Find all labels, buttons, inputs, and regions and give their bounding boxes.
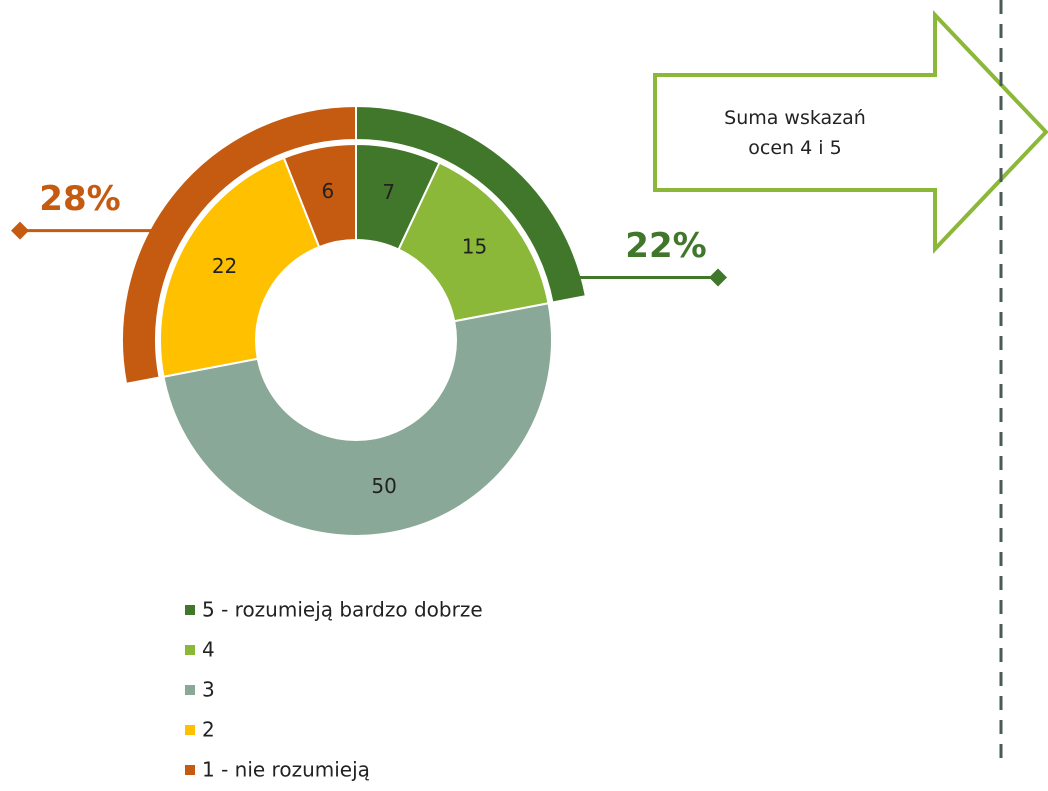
arrow-callout: [653, 9, 1048, 255]
data-label: 15: [462, 235, 487, 259]
legend-swatch: [185, 685, 195, 695]
legend-label: 2: [202, 718, 215, 742]
legend-label: 5 - rozumieją bardzo dobrze: [202, 598, 483, 622]
data-label: 6: [322, 179, 335, 203]
annotation: Suma wskazań ocen 4 i 5: [724, 107, 866, 159]
slice: [282, 142, 357, 249]
slice: [159, 156, 321, 378]
data-label: 50: [371, 474, 396, 498]
legend-swatch: [185, 605, 195, 615]
legend-swatch: [185, 765, 195, 775]
group-ring: [355, 104, 588, 304]
legend-swatch: [185, 645, 195, 655]
group-label: 22%: [625, 226, 706, 266]
leader-diamond: [11, 221, 29, 240]
legend-swatch: [185, 725, 195, 735]
data-label: 22: [212, 254, 237, 278]
slice: [162, 302, 553, 537]
leader-diamond: [709, 268, 727, 287]
legend-label: 3: [202, 678, 215, 702]
legend-label: 4: [202, 638, 215, 662]
data-label: 7: [382, 180, 395, 204]
group-label: 28%: [39, 179, 120, 219]
legend-label: 1 - nie rozumieją: [202, 758, 370, 782]
group-ring: [121, 104, 357, 386]
